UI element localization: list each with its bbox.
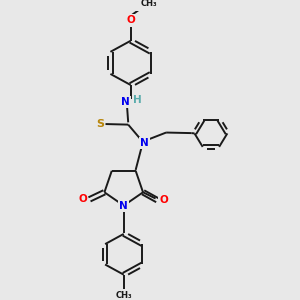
Text: N: N: [119, 201, 128, 211]
Text: CH₃: CH₃: [116, 291, 132, 300]
Text: CH₃: CH₃: [140, 0, 157, 8]
Text: O: O: [160, 195, 168, 205]
Text: N: N: [121, 97, 130, 107]
Text: O: O: [126, 15, 135, 26]
Text: S: S: [96, 119, 104, 129]
Text: H: H: [134, 95, 142, 105]
Text: O: O: [79, 194, 87, 204]
Text: N: N: [140, 138, 149, 148]
